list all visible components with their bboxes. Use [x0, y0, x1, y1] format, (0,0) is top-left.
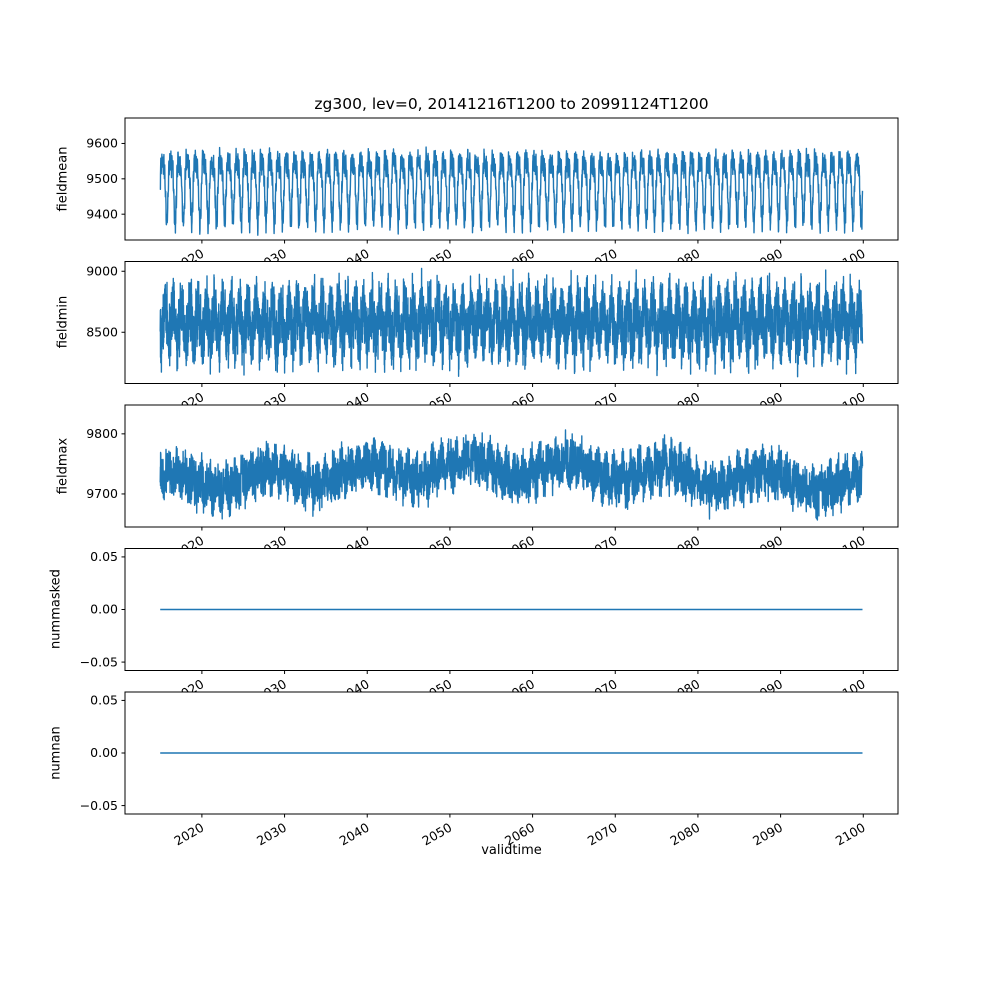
series-fieldmean — [159, 146, 864, 236]
y-axis-label-numnan: numnan — [48, 726, 64, 780]
y-tick-label: −0.05 — [80, 654, 118, 669]
series-fieldmax — [159, 429, 864, 521]
y-tick-label: 9700 — [86, 486, 118, 501]
axes-frame — [124, 117, 899, 241]
y-axis-label-fieldmean: fieldmean — [55, 146, 71, 212]
y-tick-label: 9500 — [86, 171, 118, 186]
axes-frame — [124, 691, 899, 815]
y-tick-label: 8500 — [86, 324, 118, 339]
y-tick-label: 0.00 — [90, 602, 118, 617]
axes-frame — [124, 548, 899, 671]
axes-frame — [124, 404, 899, 528]
y-axis-label-nummasked: nummasked — [48, 569, 64, 649]
y-tick-label: 9800 — [86, 426, 118, 441]
y-tick-label: 9000 — [86, 263, 118, 278]
y-tick-label: 9600 — [86, 136, 118, 151]
y-tick-label: 0.05 — [90, 549, 118, 564]
y-tick-label: 0.00 — [90, 745, 118, 760]
axes-frame — [124, 261, 899, 384]
y-tick-label: 9400 — [86, 206, 118, 221]
x-axis-label: validtime — [481, 843, 542, 858]
chart-title: zg300, lev=0, 20141216T1200 to 20991124T… — [314, 95, 709, 113]
y-tick-label: −0.05 — [80, 798, 118, 813]
y-tick-label: 0.05 — [90, 693, 118, 708]
series-fieldmin — [159, 267, 864, 378]
y-axis-label-fieldmin: fieldmin — [55, 295, 71, 349]
y-axis-label-fieldmax: fieldmax — [55, 437, 71, 495]
